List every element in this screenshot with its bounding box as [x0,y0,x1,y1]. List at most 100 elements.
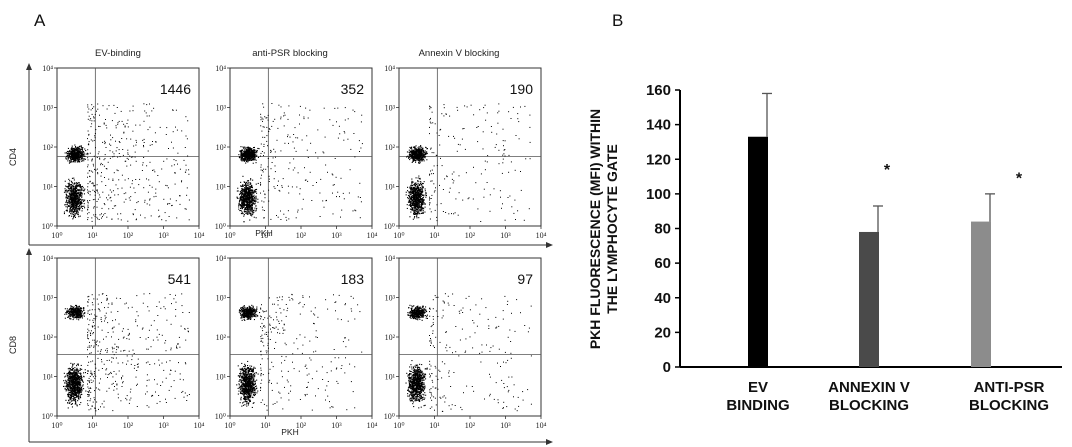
event-dot [423,194,425,196]
event-dot [407,198,409,200]
event-dot [344,119,346,121]
event-dot [430,147,432,149]
event-dot [74,316,76,318]
event-dot [411,199,413,201]
event-dot [416,197,418,199]
event-dot [243,194,245,196]
event-dot [75,306,77,308]
event-dot [78,159,80,161]
event-dot [77,206,79,208]
event-dot [72,156,74,158]
event-dot [245,211,247,213]
event-dot [343,139,345,141]
event-dot [244,197,246,199]
event-dot [409,151,411,153]
event-dot [105,119,106,120]
event-dot [277,216,279,218]
event-dot [411,156,413,158]
event-dot [93,155,95,157]
event-dot [93,106,95,108]
event-dot [419,197,421,199]
event-dot [419,148,421,150]
event-dot [77,306,79,308]
event-dot [78,153,80,155]
event-dot [72,201,74,203]
event-dot [417,202,419,204]
dot-cloud [405,103,531,222]
event-dot [267,158,269,159]
event-dot [513,212,515,214]
event-dot [299,114,300,116]
event-dot [103,159,105,161]
event-dot [161,168,163,170]
event-dot [95,129,97,131]
event-dot [360,201,362,203]
event-dot [73,149,75,151]
event-dot [419,158,421,160]
event-dot [419,194,421,196]
event-dot [425,153,427,155]
event-dot [416,194,418,196]
event-dot [74,203,76,205]
event-dot [410,185,412,187]
event-dot [81,152,83,154]
event-dot [127,158,129,160]
event-dot [431,169,433,171]
event-dot [421,201,423,203]
event-dot [165,184,167,186]
event-dot [412,193,414,195]
event-dot [70,191,72,193]
event-dot [246,151,248,153]
event-dot [244,187,246,189]
event-dot [77,161,79,163]
event-dot [253,150,255,152]
event-dot [283,112,285,114]
event-dot [421,150,423,152]
event-dot [250,156,252,158]
event-dot [529,158,531,160]
event-dot [76,187,78,189]
event-dot [187,120,189,122]
event-dot [82,199,84,201]
event-dot [82,149,84,151]
event-dot [87,157,89,159]
event-dot [88,134,90,136]
event-dot [413,211,415,213]
event-dot [245,203,247,205]
event-dot [409,208,411,210]
event-dot [409,197,411,199]
event-dot [407,197,409,199]
event-dot [155,141,156,143]
event-dot [510,118,512,119]
event-dot [76,192,78,194]
event-dot [260,192,261,194]
event-dot [247,147,249,149]
event-dot [72,149,74,151]
event-dot [70,159,72,161]
event-dot [80,193,82,195]
event-dot [238,206,240,208]
event-dot [68,201,70,203]
event-dot [72,203,74,205]
event-dot [415,210,417,212]
event-dot [134,156,136,158]
event-dot [74,199,76,201]
event-dot [106,216,108,218]
event-dot [254,197,256,199]
event-dot [70,318,72,320]
event-dot [127,220,129,222]
event-dot [418,162,420,164]
event-dot [77,158,79,160]
event-dot [91,158,93,160]
event-dot [75,315,77,317]
event-dot [422,207,424,209]
event-dot [81,151,83,153]
outer-y-axis-arrow-row-2 [26,248,32,255]
event-dot [262,171,264,173]
event-dot [459,144,461,146]
event-dot [421,199,423,201]
event-dot [249,152,251,154]
event-dot [90,118,92,120]
event-dot [67,155,69,157]
event-dot [75,149,77,151]
